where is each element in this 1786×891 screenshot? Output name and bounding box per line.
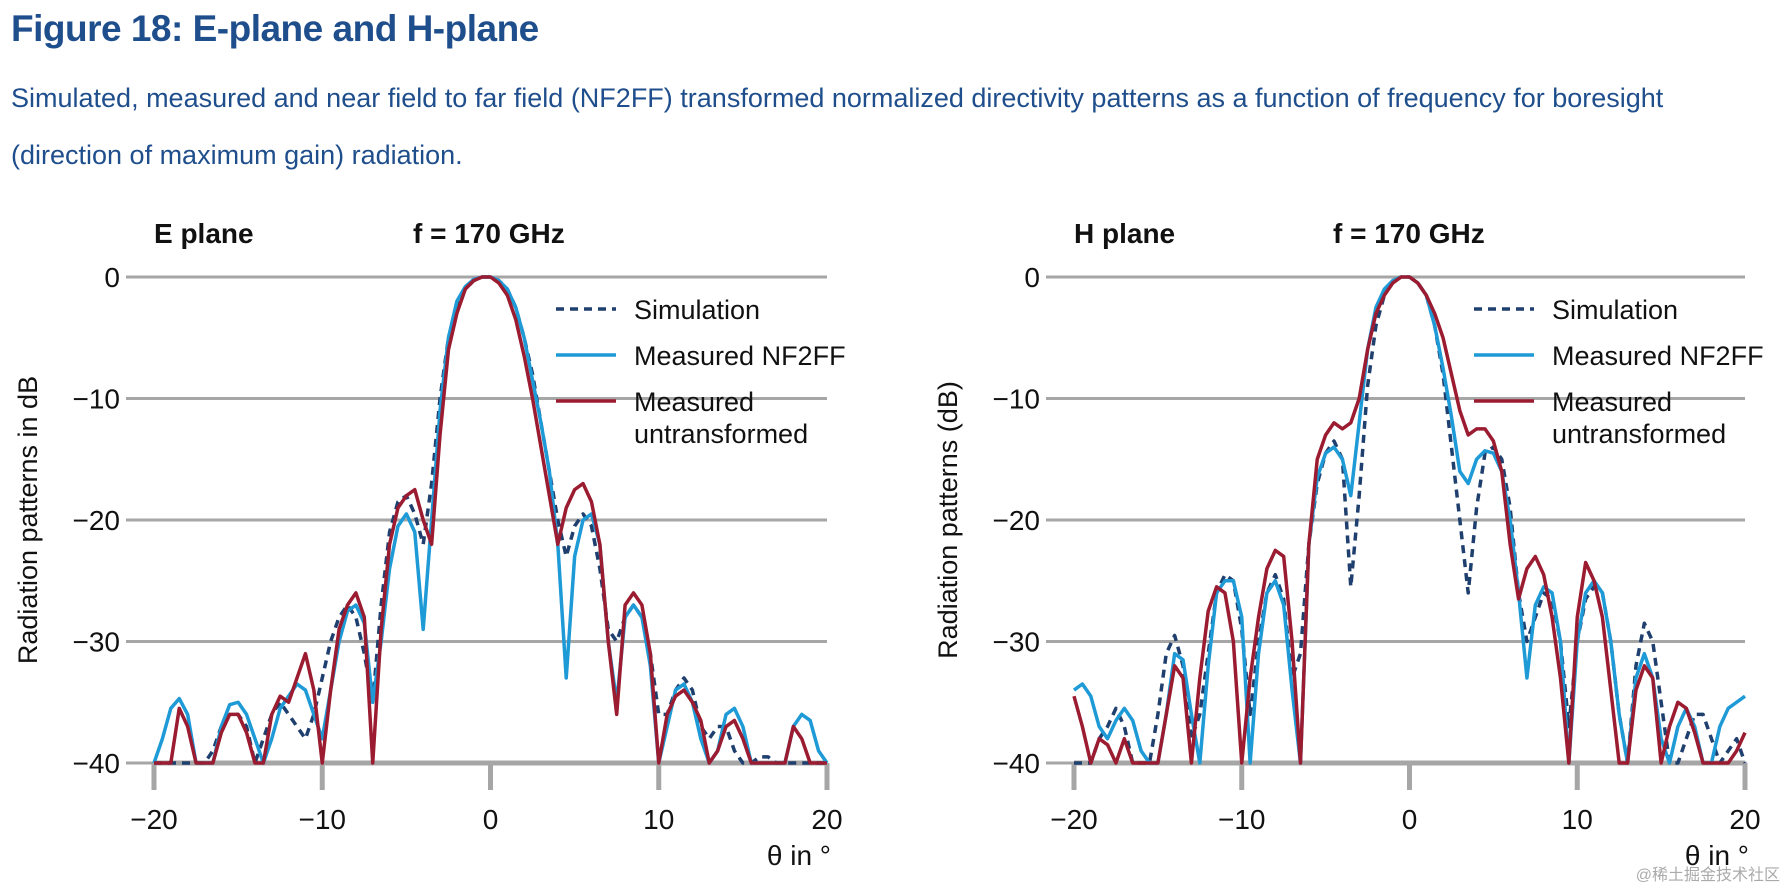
legend-label: Simulation (1552, 295, 1678, 325)
annotation: f = 170 GHz (413, 218, 565, 249)
y-tick-label: 0 (1024, 262, 1040, 293)
x-axis-label: θ in ° (767, 840, 831, 871)
series-line (154, 275, 827, 765)
x-tick-label: −20 (130, 804, 178, 835)
chart-title: H plane (1074, 218, 1175, 249)
legend-label: Measured NF2FF (1552, 341, 1764, 371)
x-tick-label: −10 (1218, 804, 1266, 835)
legend-label: Measured NF2FF (634, 341, 846, 371)
figure-title: Figure 18: E-plane and H-plane (11, 8, 539, 49)
series-line (1072, 275, 1747, 765)
legend-label: Simulation (634, 295, 760, 325)
y-axis-label: Radiation patterns (dB) (933, 381, 963, 659)
y-tick-label: −20 (993, 505, 1041, 536)
y-tick-label: −30 (993, 627, 1041, 658)
x-tick-label: 10 (1562, 804, 1593, 835)
annotation: f = 170 GHz (1333, 218, 1485, 249)
x-tick-label: 0 (483, 804, 499, 835)
y-tick-label: −10 (73, 384, 121, 415)
x-tick-label: 20 (811, 804, 842, 835)
y-tick-label: −30 (73, 627, 121, 658)
x-tick-label: 10 (643, 804, 674, 835)
x-tick-label: 0 (1402, 804, 1418, 835)
y-tick-label: −40 (993, 748, 1041, 779)
legend-label: Measured untransformed (634, 387, 808, 449)
watermark: @稀土掘金技术社区 (1636, 866, 1780, 884)
series-line (154, 275, 827, 765)
legend-label: Measured untransformed (1552, 387, 1726, 449)
y-axis-label: Radiation patterns in dB (13, 376, 43, 664)
x-axis-label: θ in ° (1685, 840, 1749, 871)
y-tick-label: −20 (73, 505, 121, 536)
x-tick-label: −10 (299, 804, 347, 835)
y-tick-label: 0 (104, 262, 120, 293)
x-tick-label: −20 (1050, 804, 1098, 835)
y-tick-label: −10 (993, 384, 1041, 415)
x-tick-label: 20 (1729, 804, 1760, 835)
y-tick-label: −40 (73, 748, 121, 779)
figure-subtitle: Simulated, measured and near field to fa… (11, 83, 1664, 170)
chart-title: E plane (154, 218, 254, 249)
